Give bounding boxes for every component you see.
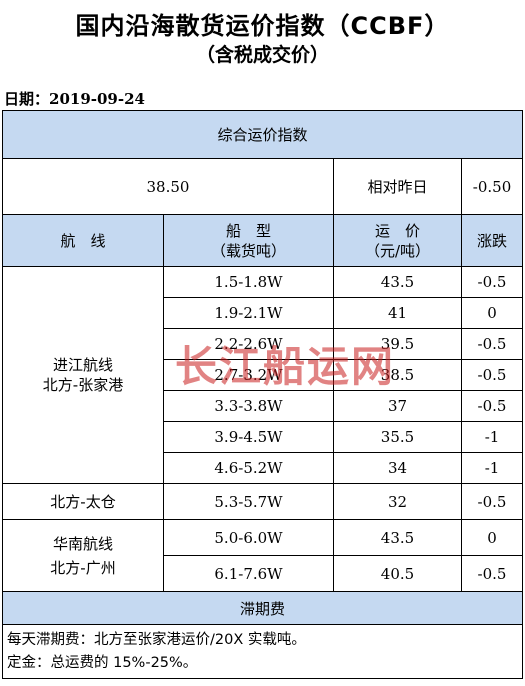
price-cell: 34 — [333, 452, 462, 484]
route-cell: 进江航线北方-张家港 — [2, 266, 164, 484]
table-row: 北方-太仓 5.3-5.7W 32 -0.5 — [2, 483, 524, 520]
composite-index-value: 38.50 — [2, 158, 334, 215]
col-header-change: 涨跌 — [460, 214, 524, 267]
date-value: 2019-09-24 — [49, 90, 145, 108]
deposit-note: 定金：总运费的 15%-25%。 — [7, 654, 198, 671]
change-cell: 0 — [460, 519, 524, 556]
price-label: 运 价 — [374, 221, 420, 240]
col-header-route: 航 线 — [2, 214, 164, 267]
table-row: 华南航线北方-广州 5.0-6.0W 43.5 0 — [2, 519, 524, 592]
page-subtitle: （含税成交价） — [195, 44, 329, 66]
composite-index-change: -0.50 — [460, 158, 524, 215]
ship-type-cell: 3.3-3.8W — [163, 390, 334, 422]
demurrage-note: 每天滞期费：北方至张家港运价/20X 实载吨。 — [7, 631, 306, 648]
route-line2: 北方-张家港 — [42, 376, 124, 394]
ship-type-cell: 6.1-7.6W — [163, 555, 334, 592]
change-cell: -0.5 — [460, 266, 524, 298]
table-row: 4.6-5.2W 34 -1 — [3, 452, 524, 484]
route-cell: 北方-太仓 — [2, 483, 164, 520]
demurrage-notes: 每天滞期费：北方至张家港运价/20X 实载吨。 定金：总运费的 15%-25%。 — [1, 624, 524, 679]
price-cell: 43.5 — [333, 266, 462, 298]
table-row: 进江航线北方-张家港 1.5-1.8W 43.5 -0.5 — [2, 266, 524, 484]
date-line: 日期：2019-09-24 — [4, 88, 145, 109]
price-cell: 35.5 — [333, 421, 462, 453]
ship-type-cell: 4.6-5.2W — [163, 452, 334, 484]
table-row: 1.9-2.1W 41 0 — [3, 297, 524, 329]
change-cell: -0.5 — [460, 390, 524, 422]
price-cell: 37 — [333, 390, 462, 422]
compare-label: 相对昨日 — [333, 158, 462, 215]
route-line1: 华南航线 — [52, 534, 113, 553]
price-cell: 38.5 — [333, 359, 462, 391]
col-header-ship-type: 船 型（载货吨） — [163, 214, 334, 267]
price-cell: 40.5 — [333, 555, 462, 592]
change-cell: -0.5 — [460, 483, 524, 520]
price-cell: 43.5 — [333, 519, 462, 556]
ship-type-cell: 3.9-4.5W — [163, 421, 334, 453]
price-cell: 39.5 — [333, 328, 462, 360]
page-title: 国内沿海散货运价指数（CCBF） — [75, 12, 450, 40]
ship-type-cell: 1.5-1.8W — [163, 266, 334, 298]
ship-type-label: 船 型 — [225, 221, 271, 240]
change-cell: -1 — [460, 421, 524, 453]
table-row: 3.3-3.8W 37 -0.5 — [3, 390, 524, 422]
price-unit: （元/吨） — [364, 241, 431, 260]
change-cell: -1 — [460, 452, 524, 484]
ship-type-cell: 1.9-2.1W — [163, 297, 334, 329]
route-cell: 华南航线北方-广州 — [2, 519, 164, 592]
change-cell: -0.5 — [460, 555, 524, 592]
change-cell: 0 — [460, 297, 524, 329]
change-cell: -0.5 — [460, 359, 524, 391]
ship-type-unit: （载货吨） — [210, 241, 286, 260]
price-cell: 41 — [333, 297, 462, 329]
ship-type-cell: 2.2-2.6W — [163, 328, 334, 360]
route-line2: 北方-广州 — [50, 558, 116, 577]
price-cell: 32 — [333, 483, 462, 520]
change-cell: -0.5 — [460, 328, 524, 360]
col-header-price: 运 价（元/吨） — [333, 214, 462, 267]
date-label: 日期： — [4, 90, 50, 108]
composite-index-header: 综合运价指数 — [1, 110, 524, 159]
demurrage-header: 滞期费 — [1, 591, 524, 625]
freight-index-table: 综合运价指数 38.50 相对昨日 -0.50 航 线 船 型（载货吨） 运 价… — [1, 110, 524, 679]
route-line1: 进江航线 — [52, 356, 113, 374]
table-row: 2.7-3.2W 38.5 -0.5 — [3, 359, 524, 391]
ship-type-cell: 2.7-3.2W — [163, 359, 334, 391]
ship-type-cell: 5.3-5.7W — [163, 483, 334, 520]
ship-type-cell: 5.0-6.0W — [163, 519, 334, 556]
